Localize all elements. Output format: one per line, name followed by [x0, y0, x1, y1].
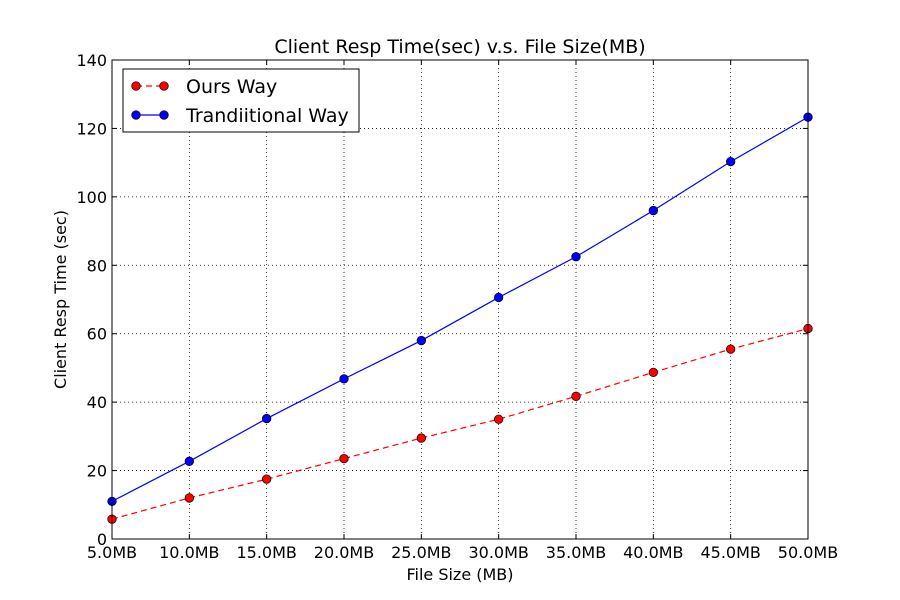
data-point — [262, 474, 272, 484]
y-tick-label: 20 — [87, 462, 107, 481]
legend-box — [122, 68, 360, 133]
x-tick-label: 50.0MB — [778, 543, 838, 562]
x-tick-label: 25.0MB — [391, 543, 451, 562]
legend-label-0: Ours Way — [186, 76, 277, 98]
data-point — [726, 156, 736, 167]
legend: Ours Way Trandiitional Way — [122, 68, 360, 133]
data-point — [184, 456, 194, 466]
data-point — [262, 413, 272, 424]
data-point — [726, 344, 736, 354]
data-point — [494, 292, 504, 303]
legend-marker — [159, 110, 169, 120]
data-point — [494, 414, 504, 424]
plot-frame — [111, 59, 809, 540]
legend-marker — [159, 81, 169, 91]
x-axis-title: File Size (MB) — [406, 565, 513, 584]
data-point — [571, 252, 581, 262]
data-point — [339, 374, 349, 384]
y-tick-label: 100 — [76, 188, 107, 207]
x-tick-label: 40.0MB — [623, 543, 683, 562]
series-line-1 — [111, 116, 809, 502]
x-tick-label: 30.0MB — [468, 543, 528, 562]
y-tick-label: 120 — [76, 119, 107, 138]
y-tick-label: 60 — [87, 325, 107, 344]
x-tick-label: 15.0MB — [236, 543, 296, 562]
data-point — [648, 205, 658, 216]
x-tick-label: 45.0MB — [700, 543, 760, 562]
y-tick-label: 80 — [87, 256, 107, 275]
data-point — [416, 433, 426, 443]
series-layer — [107, 112, 813, 524]
legend-label-1: Trandiitional Way — [185, 105, 349, 127]
data-point — [339, 453, 349, 464]
data-point — [416, 335, 426, 346]
y-tick-label: 0 — [97, 530, 107, 549]
x-tick-label: 20.0MB — [314, 543, 374, 562]
y-tick-label: 140 — [76, 51, 107, 70]
y-axis-title: Client Resp Time (sec) — [51, 210, 70, 389]
data-point — [648, 367, 658, 378]
legend-marker — [131, 110, 141, 120]
ticks-layer: 5.0MB 10.0MB 15.0MB 20.0MB 25.0MB 30.0MB 35.0M… — [76, 51, 838, 562]
data-point — [571, 391, 581, 401]
chart-title: Client Resp Time(sec) v.s. File Size(MB) — [274, 36, 645, 58]
series-line-0 — [111, 328, 809, 520]
y-tick-label: 40 — [87, 393, 107, 412]
x-tick-label: 35.0MB — [546, 543, 606, 562]
x-tick-label: 5.0MB — [87, 543, 137, 562]
data-point — [184, 493, 194, 503]
x-tick-label: 10.0MB — [159, 543, 219, 562]
legend-marker — [131, 81, 141, 91]
